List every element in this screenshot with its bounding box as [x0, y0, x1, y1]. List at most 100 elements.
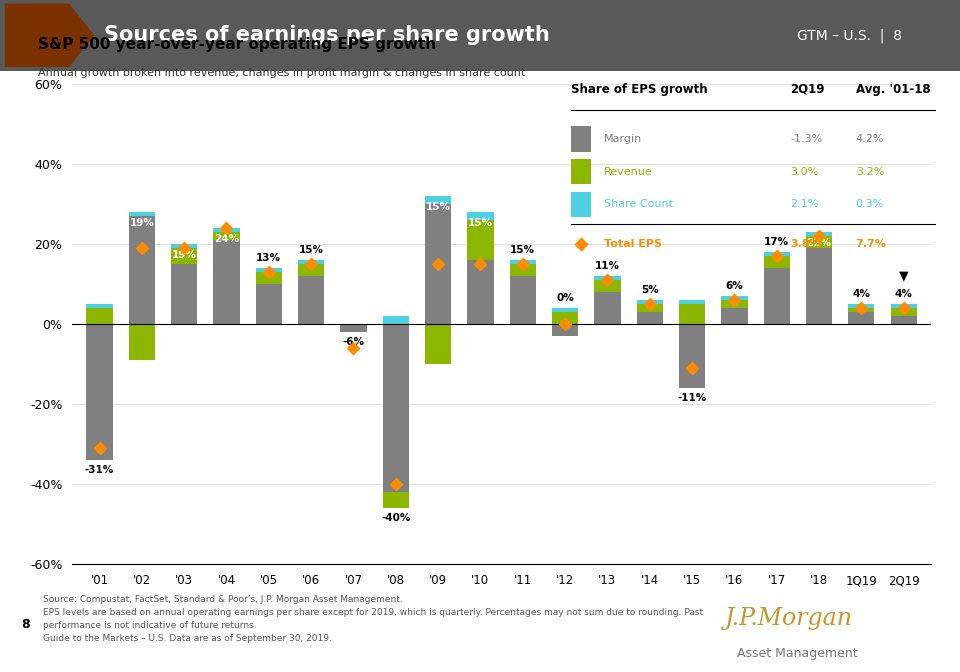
- Text: 8: 8: [21, 618, 30, 631]
- Text: 11%: 11%: [595, 261, 620, 271]
- Text: Revenue: Revenue: [604, 167, 653, 177]
- Bar: [571, 126, 591, 152]
- Point: [472, 259, 488, 269]
- Text: Equities: Equities: [7, 304, 20, 365]
- Text: Share Count: Share Count: [604, 200, 673, 209]
- Text: GTM – U.S.  |  8: GTM – U.S. | 8: [797, 28, 901, 42]
- Point: [177, 243, 192, 253]
- Text: -11%: -11%: [678, 393, 707, 403]
- Text: 24%: 24%: [214, 234, 239, 244]
- Point: [430, 259, 445, 269]
- Bar: [636, 312, 662, 325]
- Bar: [594, 276, 620, 280]
- Bar: [171, 244, 198, 248]
- Bar: [298, 264, 324, 276]
- Bar: [468, 220, 493, 260]
- Bar: [805, 232, 832, 236]
- Bar: [129, 212, 155, 216]
- Polygon shape: [5, 3, 94, 67]
- Bar: [805, 248, 832, 325]
- Text: 2.1%: 2.1%: [790, 200, 819, 209]
- Point: [600, 275, 615, 286]
- Bar: [594, 292, 620, 325]
- Point: [346, 343, 361, 353]
- Text: 5%: 5%: [641, 286, 659, 296]
- Bar: [510, 264, 536, 276]
- Text: 4.2%: 4.2%: [855, 134, 884, 144]
- Point: [896, 303, 911, 314]
- Point: [388, 479, 403, 490]
- Text: Share of EPS growth: Share of EPS growth: [571, 83, 708, 95]
- Text: 15%: 15%: [425, 202, 450, 212]
- Bar: [891, 317, 917, 325]
- Point: [853, 303, 869, 314]
- Bar: [425, 325, 451, 364]
- Text: 19%: 19%: [130, 218, 155, 228]
- Bar: [679, 300, 706, 304]
- Bar: [383, 493, 409, 509]
- Bar: [255, 272, 282, 284]
- Text: 3.0%: 3.0%: [790, 167, 818, 177]
- Bar: [721, 296, 748, 300]
- Bar: [425, 204, 451, 325]
- Point: [261, 267, 276, 278]
- Bar: [552, 308, 578, 312]
- Point: [134, 243, 150, 253]
- Text: -31%: -31%: [84, 465, 114, 475]
- Bar: [763, 268, 790, 325]
- Point: [574, 239, 589, 249]
- Text: Margin: Margin: [604, 134, 642, 144]
- Bar: [636, 300, 662, 304]
- Point: [727, 295, 742, 306]
- Text: 3.8%: 3.8%: [790, 239, 821, 249]
- Bar: [341, 325, 367, 332]
- Text: 4%: 4%: [895, 290, 913, 300]
- Text: Asset Management: Asset Management: [737, 647, 858, 660]
- Bar: [129, 216, 155, 325]
- Text: Sources of earnings per share growth: Sources of earnings per share growth: [104, 26, 549, 45]
- Text: 15%: 15%: [299, 245, 324, 255]
- Point: [516, 259, 531, 269]
- Text: -40%: -40%: [381, 513, 411, 523]
- Bar: [636, 304, 662, 312]
- Bar: [129, 325, 155, 360]
- Text: 19%: 19%: [172, 250, 197, 260]
- Bar: [571, 192, 591, 217]
- Text: 15%: 15%: [468, 218, 492, 228]
- Text: 22%: 22%: [806, 238, 831, 248]
- Text: 3.2%: 3.2%: [855, 167, 884, 177]
- Bar: [552, 312, 578, 325]
- Point: [219, 223, 234, 234]
- Text: Source: Compustat, FactSet, Standard & Poor’s, J.P. Morgan Asset Management.
EPS: Source: Compustat, FactSet, Standard & P…: [43, 595, 704, 643]
- Bar: [510, 260, 536, 264]
- Bar: [552, 325, 578, 336]
- Text: -6%: -6%: [343, 337, 365, 347]
- Bar: [298, 260, 324, 264]
- Text: ▼: ▼: [899, 269, 908, 282]
- Point: [769, 251, 784, 261]
- Bar: [383, 325, 409, 493]
- Bar: [171, 264, 198, 325]
- Bar: [891, 304, 917, 308]
- Text: J.P.Morgan: J.P.Morgan: [725, 607, 852, 630]
- Bar: [383, 317, 409, 325]
- Point: [811, 230, 827, 241]
- Bar: [721, 300, 748, 308]
- Bar: [891, 308, 917, 317]
- Text: 17%: 17%: [764, 237, 789, 247]
- Text: 6%: 6%: [726, 282, 743, 292]
- Bar: [679, 325, 706, 388]
- Text: Avg. '01-18: Avg. '01-18: [855, 83, 930, 95]
- Text: 15%: 15%: [511, 245, 536, 255]
- Bar: [721, 308, 748, 325]
- Text: 0%: 0%: [556, 294, 574, 304]
- Bar: [849, 304, 875, 308]
- Bar: [763, 256, 790, 268]
- Bar: [298, 276, 324, 325]
- Bar: [255, 268, 282, 272]
- Bar: [468, 260, 493, 325]
- Bar: [594, 280, 620, 292]
- Point: [303, 259, 319, 269]
- Bar: [849, 308, 875, 312]
- Bar: [213, 228, 240, 232]
